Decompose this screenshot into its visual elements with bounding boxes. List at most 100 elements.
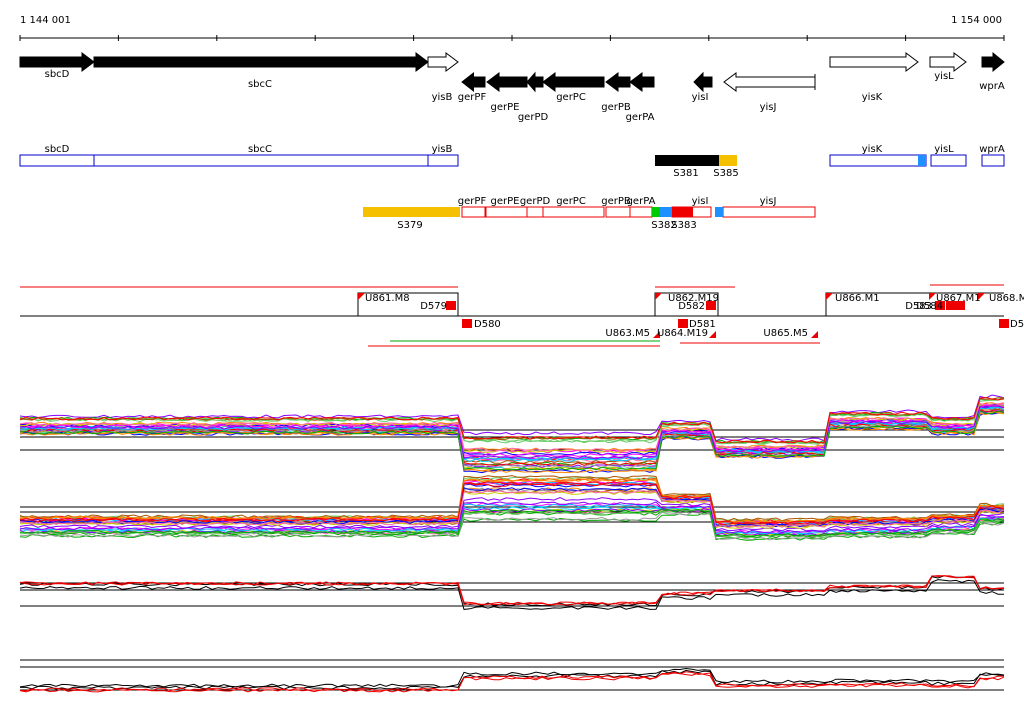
expression-trace: [19, 396, 1005, 444]
gene-arrow: [693, 71, 713, 93]
gene-box-label: wprA: [979, 144, 1005, 155]
ruler-start: 1 144 001: [20, 15, 71, 26]
segment-label: D584: [916, 301, 943, 312]
expression-trace: [19, 501, 1005, 534]
expression-trace: [19, 408, 1005, 464]
transcript-label: gerPC: [556, 196, 586, 207]
transcript-box: [526, 206, 544, 218]
transcript-box: [605, 206, 631, 218]
gene-arrow: [427, 52, 459, 72]
gene-arrow: [542, 72, 605, 92]
segment-marker: [946, 301, 956, 310]
gene-box-label: sbcD: [45, 144, 70, 155]
segment-label: U863.M5: [605, 328, 650, 339]
segment-label: D580: [474, 319, 501, 330]
gene-label: yisK: [862, 92, 883, 103]
gene-arrow: [605, 72, 631, 92]
segment-label: U861.M8: [365, 293, 410, 304]
transcript-label: gerPD: [520, 196, 551, 207]
expression-trace: [19, 411, 1005, 474]
browser-layer: 1 144 001 1 154 000: [20, 15, 1004, 39]
gene-arrow: [629, 72, 655, 92]
segment-label: U868.M: [989, 293, 1024, 304]
transcript-label: gerPA: [627, 196, 656, 207]
gene-label: gerPA: [626, 112, 655, 123]
transcript-label: gerPF: [458, 196, 487, 207]
gene-box: [930, 154, 967, 167]
expression-trace: [20, 669, 1005, 690]
segment-label: D583: [905, 301, 932, 312]
site-bar: [652, 207, 660, 217]
transcript-label: yisJ: [760, 196, 777, 207]
ruler-end: 1 154 000: [951, 15, 1002, 26]
gene-arrow: [526, 71, 544, 93]
expression-trace: [19, 475, 1005, 522]
expression-trace: [19, 575, 1005, 606]
site-bar: [363, 207, 460, 217]
segment-flag: [811, 331, 818, 338]
transcript-label: gerPB: [601, 196, 631, 207]
gene-label: wprA: [979, 81, 1005, 92]
site-bar: [660, 207, 672, 217]
gene-arrow: [981, 51, 1005, 73]
segment-path: [654, 292, 719, 316]
gene-label: sbcC: [248, 79, 272, 90]
gene-arrow: [829, 52, 919, 72]
gene-label: gerPD: [518, 112, 549, 123]
gene-arrow: [929, 52, 967, 72]
expression-trace: [19, 398, 1005, 445]
gene-box-label: yisK: [862, 144, 883, 155]
segment-flag: [978, 293, 985, 300]
expression-trace: [19, 481, 1005, 525]
segment-marker: [935, 301, 945, 310]
expression-trace: [19, 482, 1005, 526]
gene-arrow: [19, 52, 95, 72]
segment-marker: [999, 319, 1009, 328]
gene-label: yisL: [934, 71, 954, 82]
segment-marker: [706, 301, 716, 310]
segment-marker: [446, 301, 456, 310]
gene-label: yisJ: [760, 102, 777, 113]
gene-label: yisI: [692, 92, 709, 103]
expression-trace: [19, 487, 1005, 528]
gene-label: gerPB: [601, 102, 631, 113]
segment-marker: [462, 319, 472, 328]
segment-label: U864.M19: [657, 328, 708, 339]
segment-label: D581: [689, 319, 716, 330]
expression-trace: [19, 402, 1005, 452]
gene-label: gerPE: [491, 102, 520, 113]
site-label: S383: [671, 220, 696, 231]
expression-trace: [19, 671, 1005, 692]
site-label: S385: [713, 168, 738, 179]
segment-marker: [955, 301, 965, 310]
transcript-label: gerPE: [491, 196, 520, 207]
site-label: S382: [651, 220, 676, 231]
segment-flag: [709, 331, 716, 338]
transcript-box: [485, 206, 528, 218]
transcript-box: [461, 206, 486, 218]
site-bar: [655, 155, 719, 166]
segment-flag: [655, 293, 662, 300]
expression-trace: [19, 404, 1005, 457]
gene-box-fill: [918, 155, 926, 166]
expression-trace: [19, 406, 1005, 463]
expression-trace: [19, 579, 1004, 610]
expression-trace: [19, 410, 1005, 471]
site-bar: [719, 155, 737, 166]
segment-flag: [653, 331, 660, 338]
expression-trace: [19, 478, 1005, 523]
segment-flag: [358, 293, 365, 300]
expression-trace: [19, 394, 1005, 442]
gene-box: [19, 154, 95, 167]
segment-label: U862.M19: [668, 293, 719, 304]
site-bar: [715, 207, 723, 217]
expression-trace: [19, 476, 1005, 523]
site-label: S381: [673, 168, 698, 179]
transcript-box: [722, 206, 816, 218]
gene-arrow: [461, 71, 486, 93]
expression-trace: [19, 490, 1005, 529]
gene-box-label: sbcC: [248, 144, 272, 155]
segment-flag: [929, 293, 936, 300]
gene-box-label: yisL: [934, 144, 954, 155]
expression-trace: [19, 396, 1005, 444]
